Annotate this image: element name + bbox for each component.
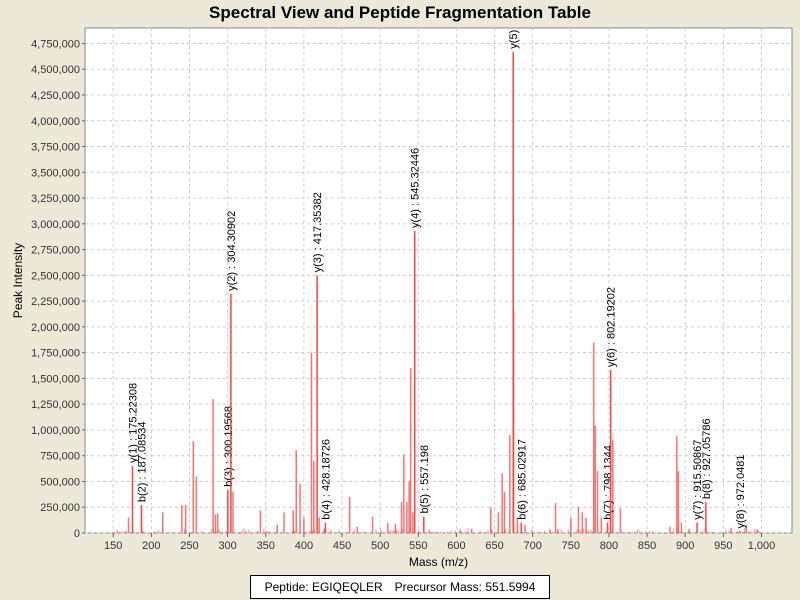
peak-label: y(8) : 972.0481 — [735, 454, 747, 528]
legend-box: Peptide: EGIQEQLER Precursor Mass: 551.59… — [250, 575, 550, 599]
x-tick-label: 250 — [180, 540, 198, 552]
x-tick-label: 400 — [295, 540, 313, 552]
peak-label: y(3) : 417.35382 — [312, 192, 324, 272]
x-tick-label: 1,000 — [748, 540, 776, 552]
x-tick-label: 450 — [333, 540, 351, 552]
y-tick-label: 250,000 — [40, 502, 80, 514]
y-tick-label: 1,500,000 — [31, 373, 80, 385]
y-tick-label: 2,000,000 — [31, 322, 80, 334]
x-tick-label: 950 — [714, 540, 732, 552]
peak-label: y(4) : 545.32446 — [410, 148, 422, 228]
y-tick-label: 2,500,000 — [31, 270, 80, 282]
peptide-label: Peptide: EGIQEQLER — [264, 580, 383, 594]
peak-label: y(6) : 802.19202 — [606, 287, 618, 367]
y-tick-label: 1,250,000 — [31, 399, 80, 411]
x-tick-label: 900 — [676, 540, 694, 552]
x-tick-label: 700 — [524, 540, 542, 552]
x-tick-label: 750 — [562, 540, 580, 552]
y-tick-label: 2,250,000 — [31, 296, 80, 308]
y-tick-label: 4,750,000 — [31, 38, 80, 50]
x-tick-label: 650 — [485, 540, 503, 552]
x-tick-label: 200 — [142, 540, 160, 552]
x-tick-label: 800 — [600, 540, 618, 552]
peak-label: b(7) : 798.1344 — [603, 445, 615, 520]
y-tick-label: 750,000 — [40, 451, 80, 463]
y-axis-label: Peak Intensity — [11, 243, 25, 318]
y-tick-label: 2,750,000 — [31, 245, 80, 257]
y-tick-label: 1,750,000 — [31, 348, 80, 360]
peak-label: b(8) : 927.05786 — [701, 418, 713, 499]
peak-label: b(4) : 428.18726 — [320, 439, 332, 520]
precursor-mass-label: Precursor Mass: 551.5994 — [394, 580, 536, 594]
y-tick-label: 3,500,000 — [31, 167, 80, 179]
peak-label: y(2) : 304.30902 — [226, 211, 238, 291]
x-tick-label: 150 — [104, 540, 122, 552]
y-tick-label: 3,750,000 — [31, 142, 80, 154]
x-axis-label: Mass (m/z) — [409, 555, 468, 569]
y-tick-label: 0 — [74, 528, 80, 540]
peak-label: y(7) : 915.50867 — [692, 440, 704, 520]
y-tick-label: 4,500,000 — [31, 64, 80, 76]
y-tick-label: 3,250,000 — [31, 193, 80, 205]
peak-label: b(3) : 300.19568 — [223, 406, 235, 487]
peak-label: b(6) : 685.02917 — [516, 439, 528, 520]
chart-title: Spectral View and Peptide Fragmentation … — [209, 3, 591, 22]
x-tick-label: 550 — [409, 540, 427, 552]
plot-area — [84, 27, 793, 534]
peak-label: y(1) : 175.22308 — [127, 383, 139, 463]
x-tick-label: 350 — [257, 540, 275, 552]
y-tick-label: 4,250,000 — [31, 90, 80, 102]
x-tick-label: 500 — [371, 540, 389, 552]
x-tick-label: 850 — [638, 540, 656, 552]
x-tick-label: 600 — [447, 540, 465, 552]
peak-label: y(5) — [508, 30, 520, 49]
peak-label: b(5) : 557.198 — [419, 445, 431, 514]
y-tick-label: 500,000 — [40, 476, 80, 488]
peak-label: b(2) : 187.08534 — [137, 421, 149, 502]
y-tick-label: 4,000,000 — [31, 116, 80, 128]
x-tick-label: 300 — [218, 540, 236, 552]
y-tick-label: 1,000,000 — [31, 425, 80, 437]
y-tick-label: 3,000,000 — [31, 219, 80, 231]
